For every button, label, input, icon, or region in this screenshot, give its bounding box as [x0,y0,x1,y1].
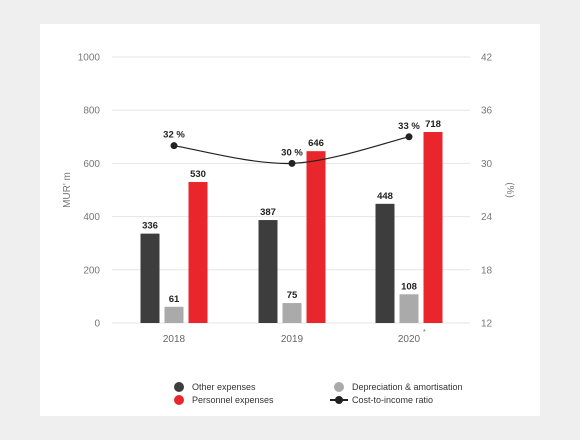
x-tick-mark: * [423,329,426,336]
legend-label-cost-to-income: Cost-to-income ratio [352,395,434,405]
legend-swatch-personnel-expenses [174,395,184,405]
y-axis-title: MUR' m [62,172,73,208]
chart-card: 0 200 400 600 800 1000 12 18 24 30 36 42 MUR' m (%) 33… [40,24,540,416]
data-label: 448 [377,191,393,202]
line-point [288,159,296,167]
y2-tick-label: 42 [481,53,493,64]
x-tick-label: 2020 [398,334,421,345]
bar [375,203,395,323]
bar [306,151,326,323]
bar [282,303,302,323]
legend-item-cost-to-income: Cost-to-income ratio [330,395,433,405]
y-tick-label: 0 [94,319,100,330]
data-label: 530 [190,169,206,180]
legend-swatch-depreciation [334,382,344,392]
data-label: 108 [401,281,417,292]
y-tick-label: 200 [83,265,100,276]
chart-svg: 0 200 400 600 800 1000 12 18 24 30 36 42 MUR' m (%) 33… [62,53,515,346]
legend-label-other-expenses: Other expenses [192,382,256,392]
legend-item-other-expenses: Other expenses [174,382,256,392]
line-data-label: 30 % [281,147,303,158]
line-point [170,142,178,150]
data-label: 387 [260,207,276,218]
bar [258,220,278,323]
bar [399,294,419,323]
legend-label-depreciation: Depreciation & amortisation [352,382,463,392]
y-tick-label: 1000 [78,53,101,64]
data-label: 61 [169,294,180,305]
y-tick-label: 600 [83,159,100,170]
y2-tick-label: 30 [481,159,493,170]
data-label: 646 [308,138,324,149]
y-tick-label: 400 [83,212,100,223]
line-data-label: 32 % [163,130,185,141]
line-data-label: 33 % [398,121,420,132]
y2-tick-label: 36 [481,106,493,117]
bar [188,182,208,323]
legend-swatch-other-expenses [174,382,184,392]
line-point [405,133,413,141]
bar [140,233,160,323]
y2-tick-label: 24 [481,212,493,223]
data-label: 718 [425,119,441,130]
legend-label-personnel-expenses: Personnel expenses [192,395,274,405]
x-tick-label: 2018 [163,334,186,345]
bar [164,306,184,323]
y-tick-label: 800 [83,106,100,117]
legend-item-depreciation: Depreciation & amortisation [334,382,463,392]
y2-tick-label: 12 [481,319,493,330]
data-label: 75 [287,290,298,301]
x-tick-label: 2019 [281,334,304,345]
legend-item-personnel-expenses: Personnel expenses [174,395,274,405]
y2-axis-title: (%) [504,182,515,198]
bar [423,132,443,323]
y2-tick-label: 18 [481,265,493,276]
legend-swatch-cost-to-income [330,395,348,405]
data-label: 336 [142,221,158,232]
